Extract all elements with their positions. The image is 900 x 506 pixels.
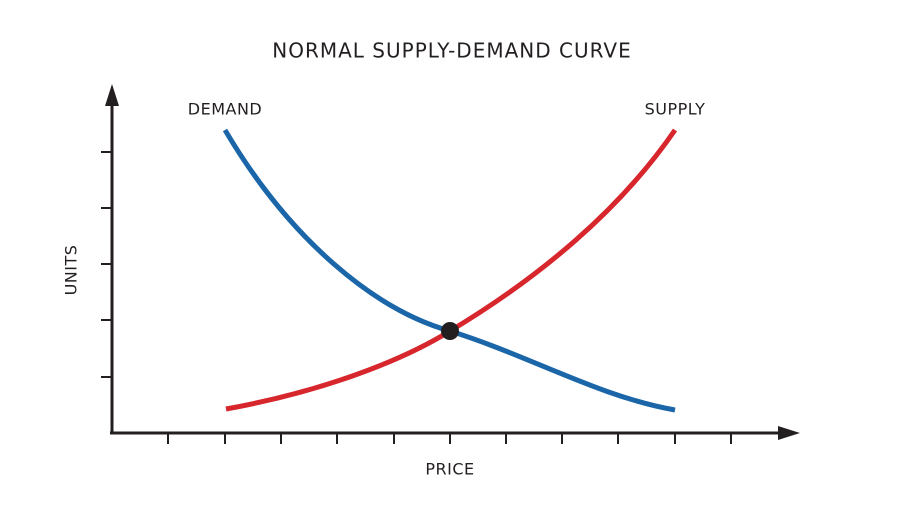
x-ticks (167, 433, 732, 444)
y-ticks (101, 151, 112, 378)
curve-label: SUPPLY (645, 100, 706, 119)
curve-label: DEMAND (188, 100, 262, 119)
y-axis-arrow (105, 84, 119, 106)
supply-curve (225, 128, 678, 412)
y-axis-label: UNITS (62, 245, 81, 296)
x-axis-label: PRICE (425, 460, 474, 479)
x-axis-arrow (778, 426, 800, 440)
title: NORMAL SUPPLY-DEMAND CURVE (272, 39, 631, 63)
equilibrium-point (441, 322, 459, 340)
demand-curve (222, 128, 676, 413)
